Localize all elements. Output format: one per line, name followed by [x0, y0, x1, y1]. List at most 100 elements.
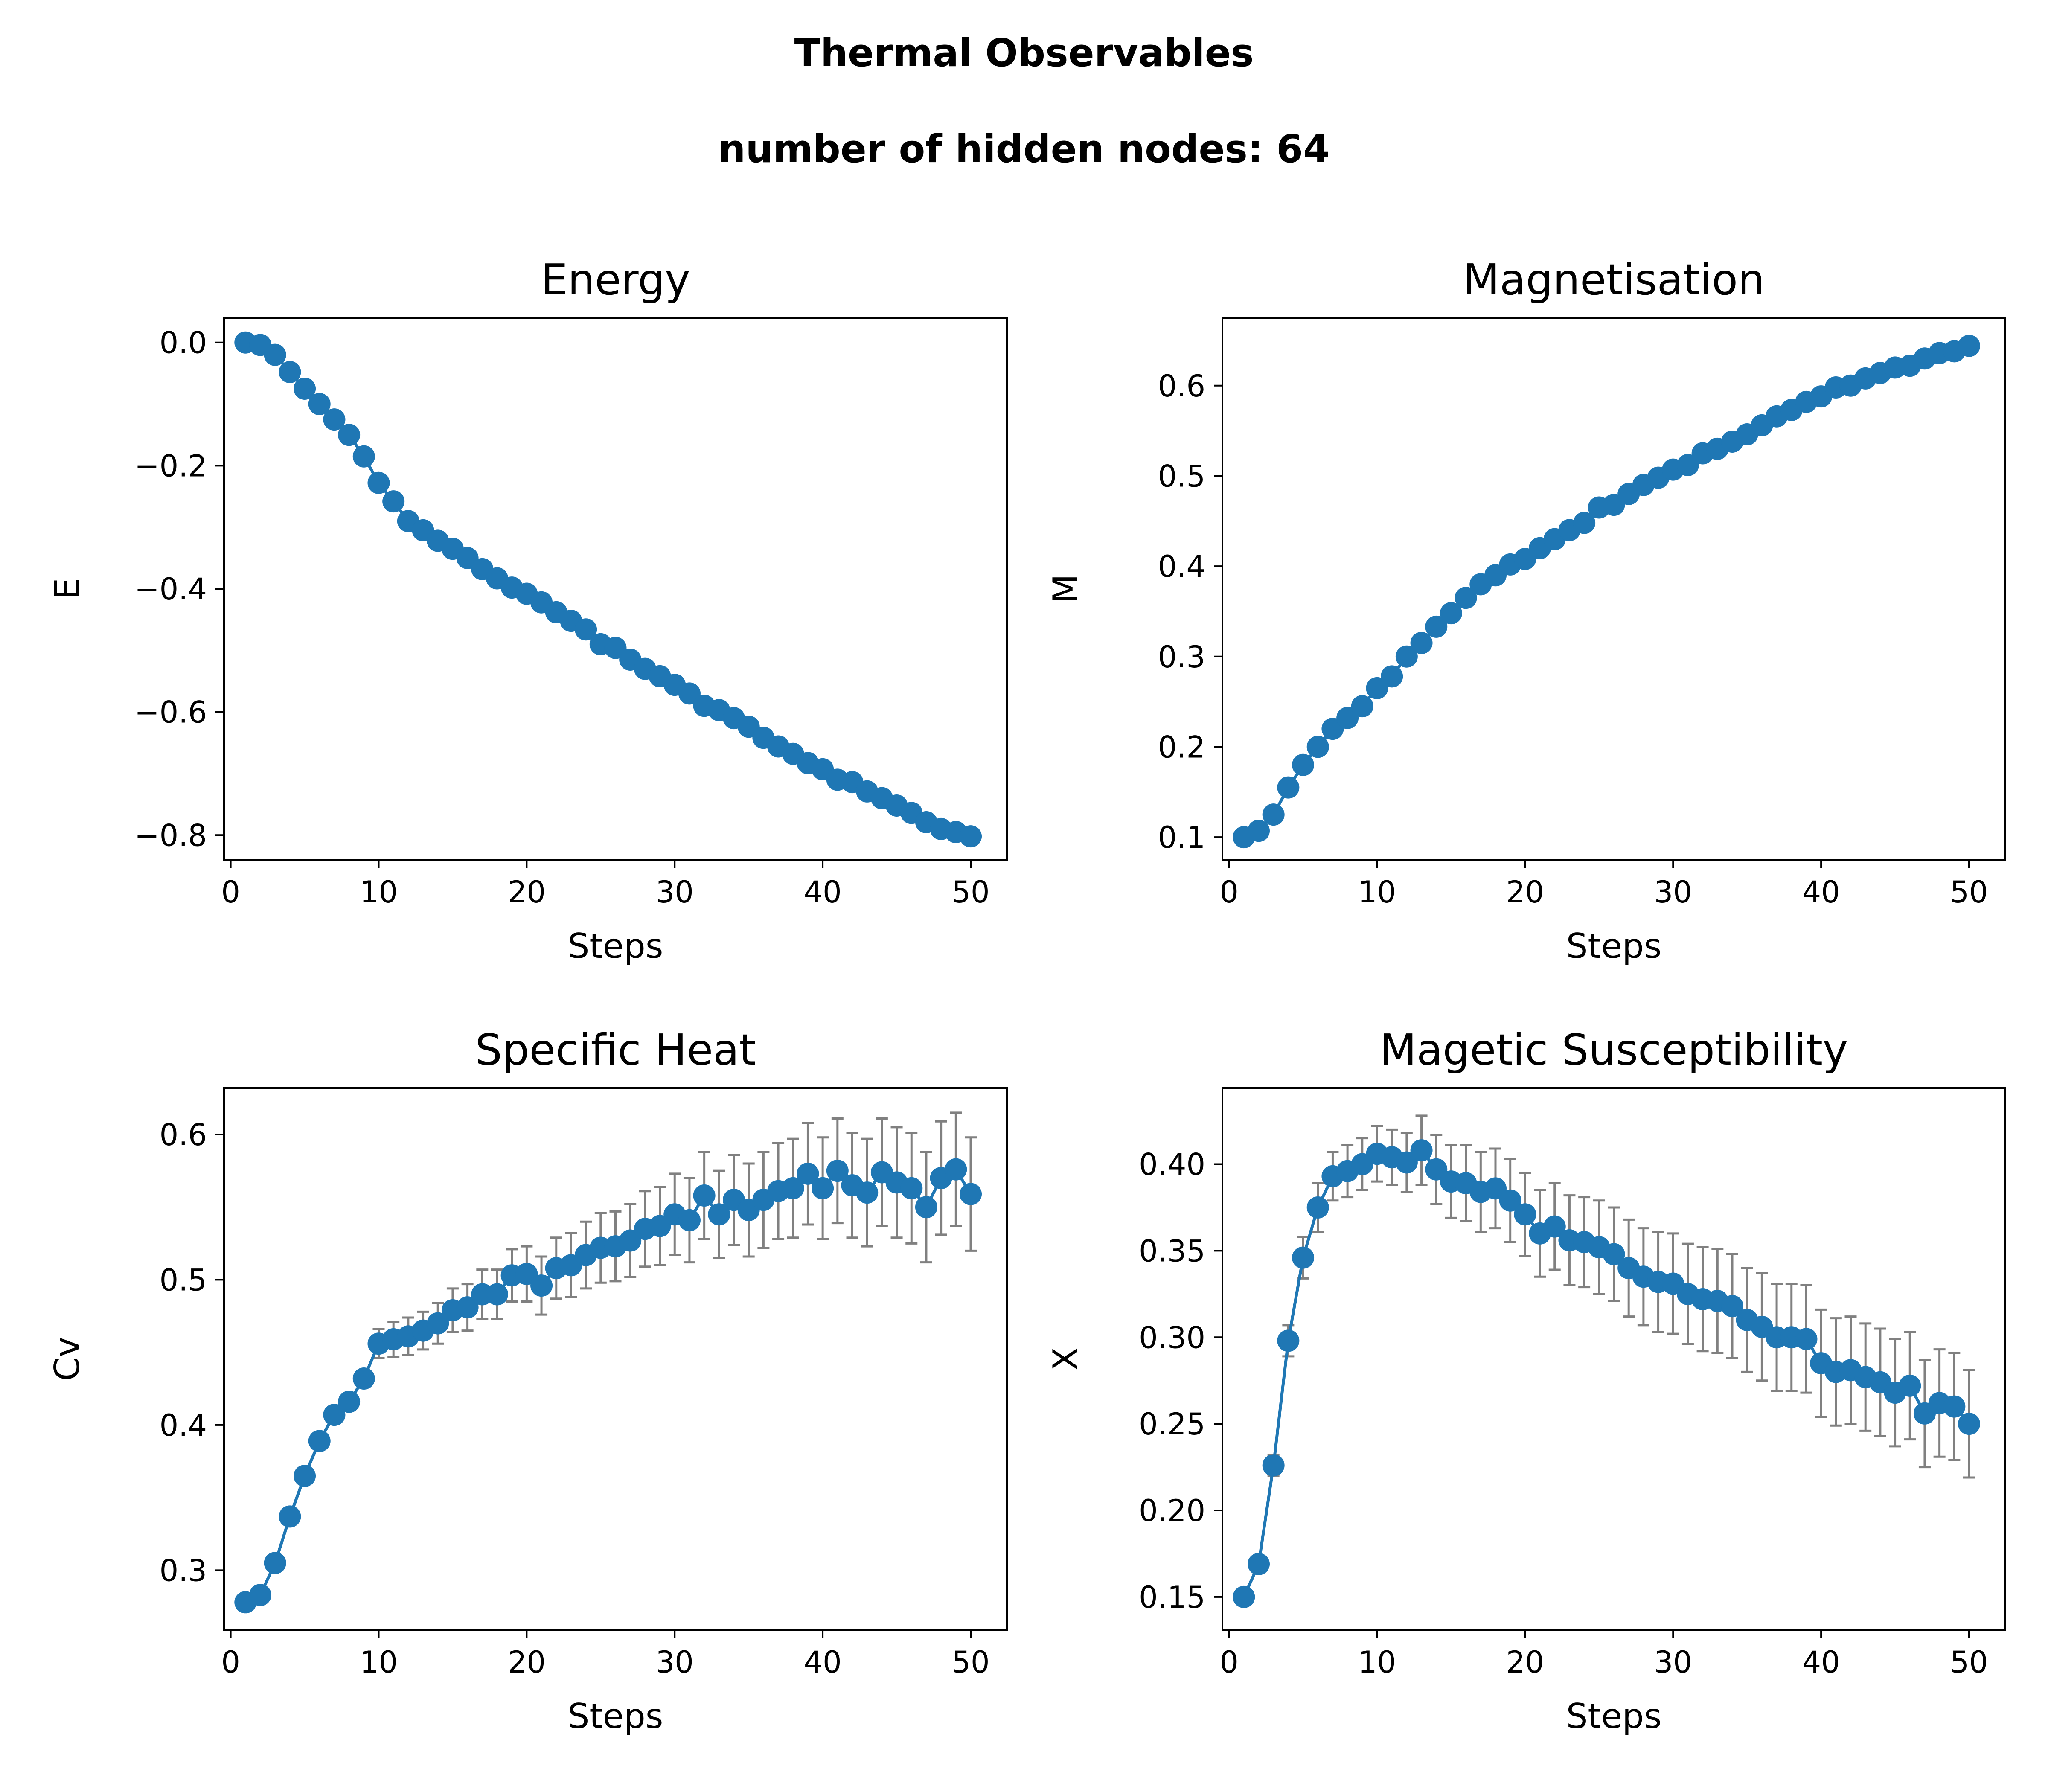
- axes-frame: [223, 317, 1008, 861]
- x-tick-label: 0: [221, 1645, 240, 1680]
- subplot-energy: Energy 0 10 20 30 40 50 0.0 −0.2 −0.4 −0.6 −0.8 Step…: [47, 255, 1008, 966]
- y-tick-label: 0.4: [160, 1408, 207, 1443]
- data-point: [782, 1177, 804, 1199]
- x-axis-label: Steps: [1566, 926, 1662, 966]
- data-point: [1366, 677, 1388, 699]
- x-tick-label: 10: [1358, 875, 1396, 910]
- y-axis-label: X: [1046, 1347, 1085, 1371]
- data-point: [352, 1367, 375, 1390]
- data-point: [1395, 645, 1418, 668]
- data-point: [294, 1465, 316, 1487]
- data-point: [945, 1158, 967, 1181]
- subplot-specific-heat: Specific Heat 0 10 20 30 40 50 0.3 0.4 0.5 0.6 Step…: [47, 1025, 1008, 1736]
- data-point: [1410, 632, 1433, 654]
- data-point: [249, 1584, 271, 1606]
- x-tick-label: 0: [1219, 1645, 1239, 1680]
- y-tick-label: 0.5: [160, 1263, 207, 1297]
- subplot-title: Energy: [541, 255, 690, 305]
- data-point: [708, 1203, 730, 1226]
- figure-subtitle: number of hidden nodes: 64: [718, 127, 1329, 172]
- y-tick-label: −0.8: [134, 818, 207, 853]
- data-point: [1277, 1329, 1300, 1352]
- y-tick-label: −0.4: [134, 572, 207, 607]
- x-tick-label: 40: [804, 1645, 842, 1680]
- y-tick-label: 0.6: [1158, 369, 1205, 404]
- x-tick-label: 20: [508, 875, 546, 910]
- x-tick-label: 30: [1654, 1645, 1692, 1680]
- x-tick-label: 20: [1506, 875, 1544, 910]
- data-point: [856, 1181, 879, 1204]
- x-axis-label: Steps: [568, 1696, 663, 1736]
- data-point: [530, 1274, 553, 1297]
- y-tick-label: 0.15: [1139, 1580, 1205, 1615]
- data-point: [900, 1177, 923, 1199]
- data-point: [1247, 820, 1270, 842]
- series-magetic-susceptibility: [1233, 1114, 1981, 1608]
- data-point: [797, 1162, 819, 1185]
- y-tick-label: 0.6: [160, 1117, 207, 1152]
- data-point: [279, 361, 301, 383]
- data-point: [1573, 512, 1596, 534]
- data-point: [1336, 707, 1359, 729]
- data-point: [1292, 753, 1315, 776]
- data-point: [1247, 1553, 1270, 1575]
- data-point: [1514, 1203, 1536, 1226]
- data-point: [1425, 615, 1448, 638]
- data-point: [1233, 1585, 1255, 1608]
- y-tick-label: 0.20: [1139, 1493, 1205, 1528]
- data-point: [1262, 1454, 1285, 1477]
- y-tick-label: 0.3: [1158, 640, 1205, 675]
- axes-frame: [1222, 317, 2006, 861]
- data-point: [1943, 1395, 1966, 1418]
- series-energy: [234, 331, 982, 848]
- x-tick-label: 0: [1219, 875, 1239, 910]
- data-point: [308, 393, 331, 416]
- x-tick-label: 10: [360, 875, 398, 910]
- data-point: [1484, 1177, 1507, 1200]
- data-point: [1440, 602, 1462, 625]
- data-point: [1543, 1215, 1566, 1238]
- axes-frame: [223, 1087, 1008, 1631]
- subplot-title: Specific Heat: [475, 1025, 756, 1075]
- data-point: [1425, 1158, 1448, 1181]
- data-point: [1351, 695, 1373, 718]
- data-point: [1958, 1413, 1981, 1435]
- subplot-magnetisation: Magnetisation 0 10 20 30 40 50 0.1 0.2 0.3 0.4 0.5 0…: [1046, 255, 2006, 966]
- x-tick-label: 50: [1950, 1645, 1988, 1680]
- data-point: [1795, 1328, 1818, 1350]
- y-tick-label: 0.4: [1158, 549, 1205, 584]
- data-point: [338, 424, 361, 446]
- data-point: [693, 1184, 716, 1207]
- x-tick-label: 40: [804, 875, 842, 910]
- data-point: [1899, 1374, 1921, 1397]
- y-tick-label: −0.6: [134, 695, 207, 730]
- data-point: [575, 618, 597, 641]
- x-tick-label: 50: [951, 875, 989, 910]
- data-point: [1958, 335, 1981, 357]
- data-point: [427, 1312, 449, 1335]
- x-tick-label: 0: [221, 875, 240, 910]
- data-point: [1306, 736, 1329, 758]
- data-point: [1499, 1189, 1521, 1212]
- data-point: [323, 1404, 346, 1426]
- subplot-magetic-susceptibility: Magetic Susceptibility 0 10 20 30 40 50 0.15 0.2…: [1046, 1025, 2006, 1736]
- data-point: [960, 1183, 982, 1205]
- y-tick-label: 0.35: [1139, 1233, 1205, 1268]
- x-tick-label: 40: [1802, 875, 1840, 910]
- data-point: [678, 1209, 701, 1231]
- x-tick-label: 30: [656, 875, 694, 910]
- data-point: [678, 682, 701, 705]
- data-point: [915, 1196, 937, 1219]
- data-point: [352, 445, 375, 468]
- y-tick-label: 0.0: [160, 326, 207, 361]
- y-tick-label: 0.5: [1158, 459, 1205, 494]
- x-tick-label: 10: [360, 1645, 398, 1680]
- data-point: [264, 1552, 286, 1574]
- y-tick-label: 0.2: [1158, 730, 1205, 765]
- data-point: [308, 1430, 331, 1452]
- y-tick-label: 0.25: [1139, 1407, 1205, 1442]
- data-point: [812, 1177, 834, 1199]
- y-axis-label: E: [47, 578, 87, 600]
- y-tick-label: −0.2: [134, 448, 207, 483]
- x-tick-label: 40: [1802, 1645, 1840, 1680]
